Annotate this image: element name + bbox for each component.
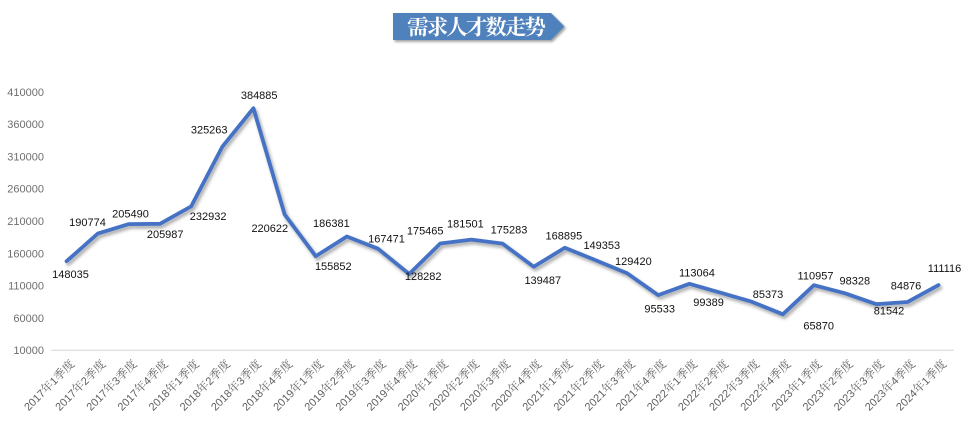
svg-text:168895: 168895	[546, 230, 583, 242]
svg-text:99389: 99389	[693, 297, 724, 309]
svg-text:10000: 10000	[13, 345, 44, 357]
svg-text:384885: 384885	[241, 90, 278, 102]
svg-text:186381: 186381	[313, 218, 350, 230]
svg-text:175465: 175465	[407, 226, 444, 238]
svg-text:98328: 98328	[840, 275, 871, 287]
svg-text:232932: 232932	[190, 211, 227, 223]
svg-text:260000: 260000	[7, 184, 44, 196]
svg-text:325263: 325263	[191, 125, 228, 137]
svg-text:210000: 210000	[7, 216, 44, 228]
svg-text:60000: 60000	[13, 313, 44, 325]
svg-text:410000: 410000	[7, 87, 44, 99]
svg-text:95533: 95533	[644, 303, 675, 315]
svg-text:65870: 65870	[803, 320, 834, 332]
svg-text:139487: 139487	[524, 275, 561, 287]
svg-text:85373: 85373	[753, 289, 784, 301]
svg-text:81542: 81542	[874, 306, 905, 318]
svg-text:155852: 155852	[315, 261, 352, 273]
svg-text:149353: 149353	[583, 240, 620, 252]
svg-text:113064: 113064	[679, 267, 715, 279]
svg-text:205490: 205490	[112, 208, 149, 220]
svg-text:181501: 181501	[447, 218, 484, 230]
svg-text:205987: 205987	[147, 229, 184, 241]
svg-text:111116: 111116	[928, 263, 961, 275]
svg-text:110957: 110957	[798, 270, 834, 282]
svg-text:310000: 310000	[7, 151, 44, 163]
svg-text:160000: 160000	[7, 248, 44, 260]
svg-text:175283: 175283	[491, 225, 528, 237]
svg-text:167471: 167471	[368, 233, 405, 245]
svg-text:220622: 220622	[251, 223, 288, 235]
svg-text:110000: 110000	[8, 281, 44, 293]
svg-text:148035: 148035	[52, 269, 89, 281]
svg-text:129420: 129420	[615, 256, 652, 268]
svg-text:190774: 190774	[69, 217, 106, 229]
svg-text:128282: 128282	[405, 271, 442, 283]
svg-text:360000: 360000	[7, 119, 44, 131]
svg-text:84876: 84876	[891, 280, 922, 292]
